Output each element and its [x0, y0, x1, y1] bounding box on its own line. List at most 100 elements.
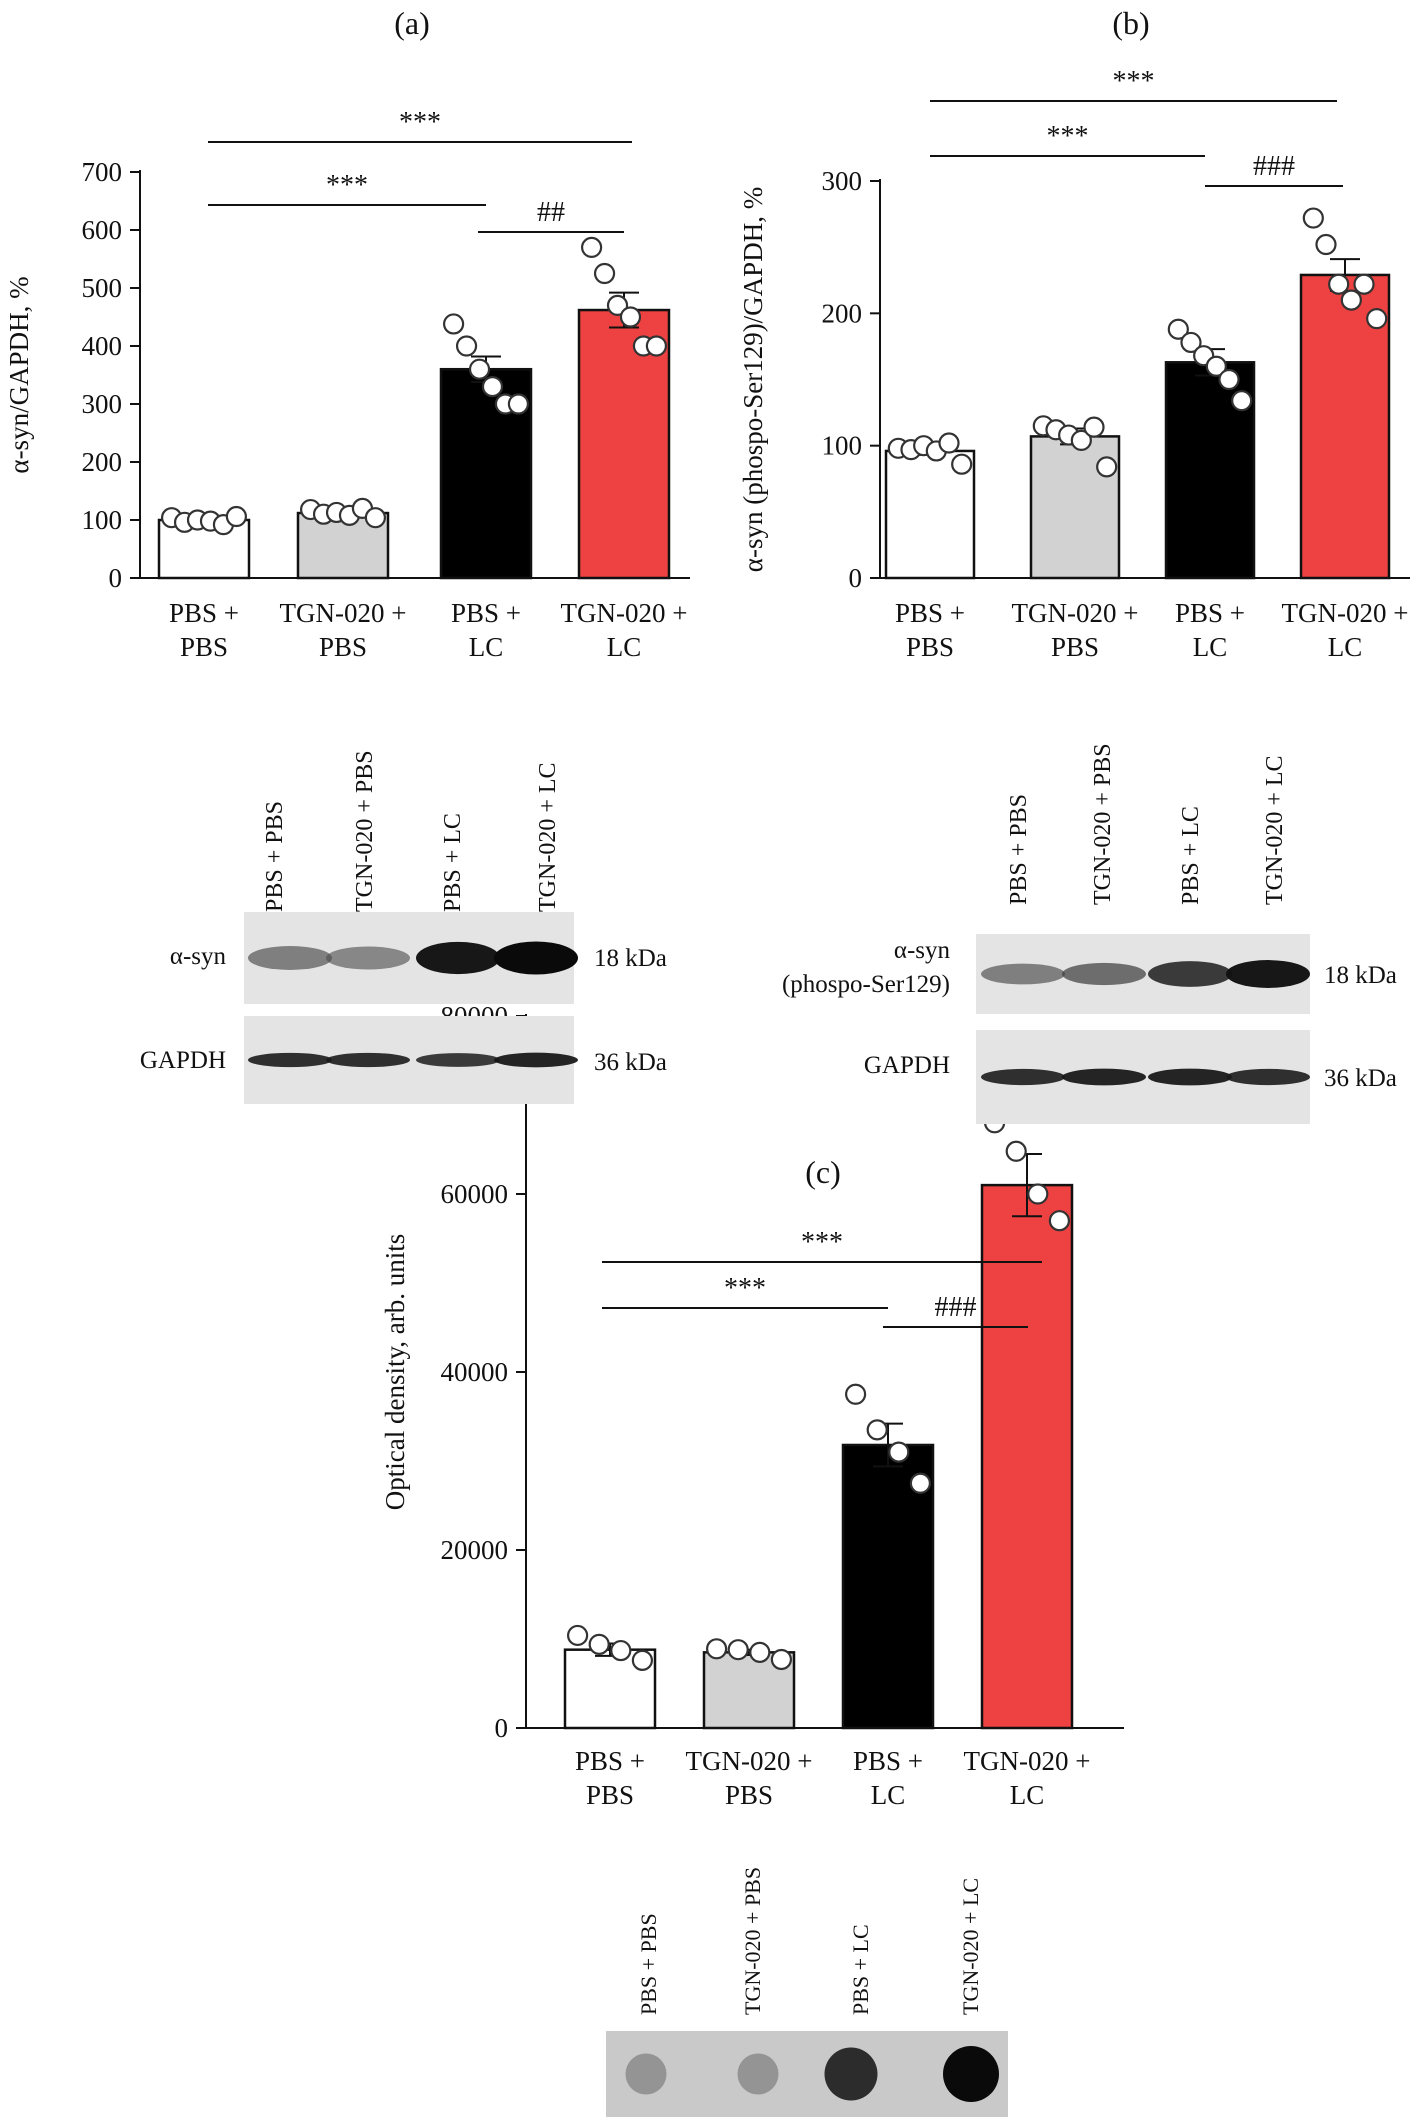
blot-band: [981, 1068, 1065, 1086]
y-tick-label: 0: [109, 563, 123, 593]
data-point: [610, 1639, 632, 1662]
x-tick-label: LC: [607, 632, 642, 662]
y-axis-label: α-syn (phospo-Ser129)/GAPDH, %: [738, 187, 768, 572]
dot-blot-membrane: [606, 2031, 1008, 2117]
x-tick-label: TGN-020 +: [561, 598, 688, 628]
x-tick-label: LC: [871, 1780, 906, 1810]
blot-band: [248, 1052, 332, 1068]
data-point: [705, 1638, 728, 1660]
blot-lane-label: TGN-020 + PBS: [1090, 743, 1116, 905]
x-tick-label: PBS: [725, 1780, 773, 1810]
blot-band: [494, 1052, 578, 1068]
data-point: [481, 376, 504, 398]
y-tick-label: 200: [82, 447, 123, 477]
x-tick-label: PBS: [319, 632, 367, 662]
y-tick-label: 300: [822, 166, 863, 196]
data-point: [593, 262, 616, 285]
blot-lane-label: TGN-020 + PBS: [740, 1867, 765, 2015]
x-tick-label: TGN-020 +: [280, 598, 407, 628]
significance-label: ***: [399, 107, 441, 138]
data-point: [1366, 308, 1388, 330]
data-point: [1231, 390, 1253, 412]
blot-band: [248, 946, 332, 970]
data-point: [1005, 1140, 1027, 1162]
significance-label: ***: [1113, 66, 1155, 97]
x-tick-label: TGN-020 +: [1012, 598, 1139, 628]
data-point: [1218, 368, 1240, 391]
chart-c: 020000400006000080000Optical density, ar…: [380, 1001, 1124, 1810]
blot-row-label: α-syn: [170, 943, 227, 970]
blot-size-label: 36 kDa: [594, 1049, 667, 1076]
blot-size-label: 18 kDa: [594, 945, 667, 972]
blot-size-label: 18 kDa: [1324, 962, 1397, 989]
blot-lane-label: PBS + LC: [848, 1924, 873, 2015]
data-point: [588, 1633, 610, 1655]
blot-lane-label: TGN-020 + PBS: [352, 750, 378, 912]
data-point: [619, 306, 642, 328]
y-tick-label: 100: [822, 431, 863, 461]
panel-label-a: (a): [394, 5, 430, 41]
data-point: [951, 453, 973, 475]
panel-label-c: (c): [805, 1154, 841, 1190]
blot-band: [1148, 961, 1232, 987]
y-tick-label: 20000: [441, 1535, 509, 1565]
data-point: [1096, 456, 1118, 478]
y-tick-label: 300: [82, 389, 123, 419]
blot-lane-label: TGN-020 + LC: [958, 1878, 983, 2015]
data-point: [866, 1419, 888, 1441]
significance-label: ***: [1047, 121, 1089, 152]
western-blot-b: PBS + PBS TGN-020 + PBS PBS + LC TGN-020 + …: [782, 743, 1397, 1124]
blot-row-label: GAPDH: [140, 1047, 226, 1074]
data-point: [443, 313, 465, 335]
data-point: [455, 335, 478, 357]
panel-label-b: (b): [1112, 5, 1149, 41]
x-tick-label: LC: [1193, 632, 1228, 662]
blot-lane-label: PBS + PBS: [636, 1913, 661, 2015]
blot-row-label: GAPDH: [864, 1052, 950, 1079]
data-point: [888, 1441, 910, 1463]
blot-band: [1062, 962, 1146, 986]
x-tick-label: LC: [469, 632, 504, 662]
y-tick-label: 400: [82, 331, 123, 361]
data-point: [1027, 1183, 1049, 1205]
y-axis-label: Optical density, arb. units: [380, 1234, 410, 1510]
x-tick-label: LC: [1010, 1780, 1045, 1810]
data-point: [727, 1639, 749, 1661]
data-point: [364, 507, 386, 529]
blot-row-label: (phospo-Ser129): [782, 971, 950, 998]
blot-band: [1226, 960, 1310, 988]
dot-blot-spot: [625, 2053, 667, 2095]
bar: [841, 1443, 935, 1730]
y-axis-label: α-syn/GAPDH, %: [4, 276, 34, 473]
x-tick-label: LC: [1328, 632, 1363, 662]
significance-label: ***: [724, 1273, 766, 1304]
chart-a: 0 100 200 300 400 500 600 700 α-syn/GAPDH, % PBS …: [4, 107, 690, 662]
significance-label: ###: [1253, 151, 1295, 182]
dot-blot-spot: [943, 2046, 999, 2102]
bar: [980, 1183, 1074, 1730]
y-tick-label: 500: [82, 273, 123, 303]
data-point: [507, 393, 530, 415]
x-tick-label: PBS: [906, 632, 954, 662]
x-tick-label: TGN-020 +: [686, 1746, 813, 1776]
data-point: [909, 1472, 932, 1494]
data-point: [606, 294, 629, 316]
blot-lane-label: PBS + PBS: [1006, 794, 1032, 905]
data-point: [645, 335, 668, 357]
bar: [1299, 273, 1391, 580]
data-point: [1315, 233, 1337, 256]
data-point: [580, 236, 603, 258]
x-tick-label: PBS +: [1175, 598, 1245, 628]
data-point: [844, 1383, 867, 1405]
x-tick-label: TGN-020 +: [1282, 598, 1409, 628]
blot-row-label: α-syn: [894, 937, 951, 964]
x-tick-label: PBS +: [451, 598, 521, 628]
significance-label: ##: [537, 197, 565, 228]
significance-label: ###: [935, 1292, 977, 1323]
data-point: [1353, 273, 1375, 295]
data-point: [1167, 318, 1189, 340]
y-tick-label: 600: [82, 215, 123, 245]
x-tick-label: PBS +: [853, 1746, 923, 1776]
blot-band: [416, 1053, 500, 1067]
